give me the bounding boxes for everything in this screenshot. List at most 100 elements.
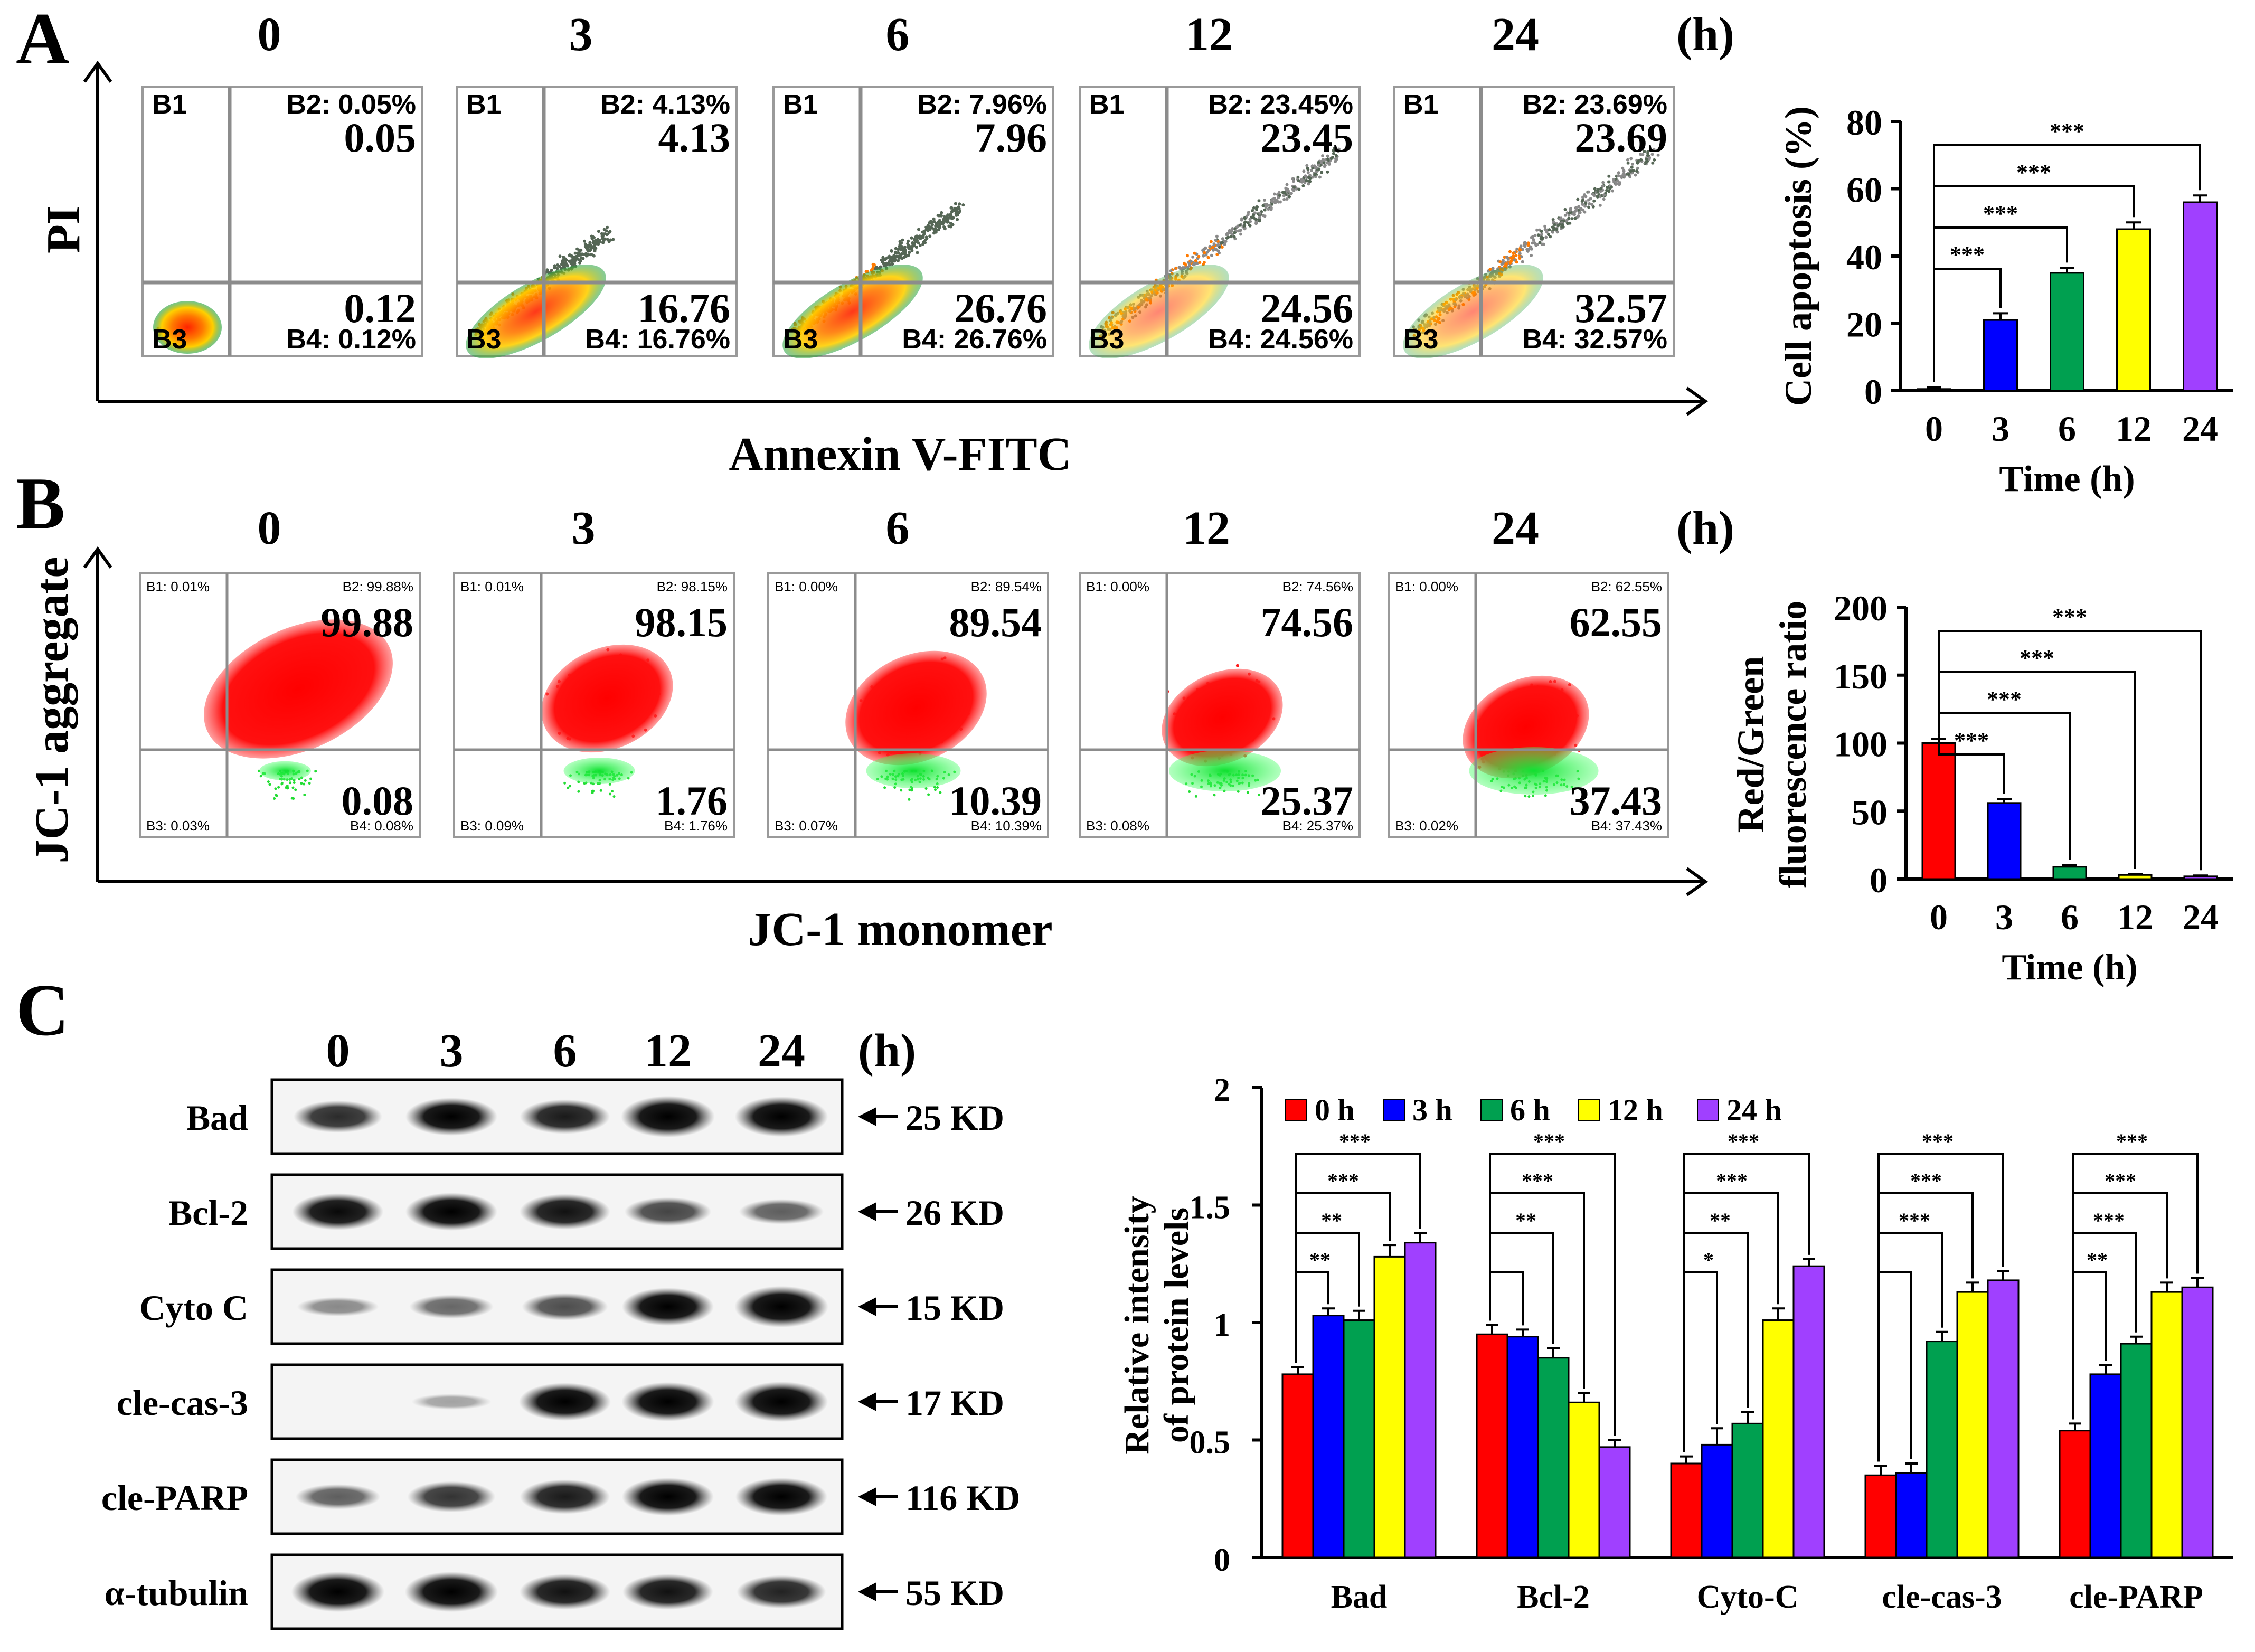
x-tick-label: cle-PARP <box>2069 1579 2203 1615</box>
bar-cle-PARP-24h <box>2181 1286 2214 1559</box>
upper-right-value: 0.05 <box>344 115 417 161</box>
bar-6 <box>2052 866 2087 880</box>
protein-band <box>405 1098 497 1136</box>
event-dot <box>308 782 311 785</box>
event-dot <box>1186 254 1189 258</box>
panel-letter-c: C <box>16 969 69 1051</box>
quadrant-b2-label: B2: 23.69% <box>1522 89 1667 120</box>
event-dot <box>900 244 903 248</box>
red-green-ratio-bar-chart: 0 50 100 150 200 0 3 6 12 24 *** *** *** *** Time (h) R… <box>1730 588 2233 988</box>
event-dot <box>1547 233 1550 237</box>
event-dot <box>1182 261 1186 265</box>
event-dot <box>1335 157 1338 161</box>
annexin-plot-4: B1 B2: 23.69% B3 B4: 32.57% 23.69 32.57 <box>1393 86 1675 358</box>
x-axis-title: Time (h) <box>1999 459 2135 499</box>
protein-band <box>520 1574 610 1610</box>
event-dot <box>950 210 954 214</box>
event-dot <box>1578 211 1582 214</box>
event-dot <box>942 219 946 223</box>
blot-row-2: Cyto C 15 KD <box>139 1268 1004 1345</box>
annexin-plot-0: B1 B2: 0.05% B3 B4: 0.12% 0.05 0.12 <box>141 86 423 357</box>
event-dot <box>1542 242 1545 246</box>
event-dot <box>1235 664 1239 667</box>
event-dot <box>918 234 921 238</box>
event-dot <box>931 223 934 226</box>
panel-b-time-3: 3 <box>572 502 596 554</box>
event-dot <box>1626 161 1630 165</box>
event-dot <box>1230 229 1234 233</box>
event-dot <box>934 228 938 231</box>
event-dot <box>1297 187 1301 191</box>
event-dot <box>916 239 919 242</box>
panel-b-x-label: JC-1 monomer <box>748 903 1052 956</box>
event-dot <box>1540 230 1543 233</box>
panel-a-y-arrow <box>83 60 112 83</box>
event-dot <box>1552 220 1555 224</box>
event-dot <box>277 786 280 789</box>
event-dot <box>1275 198 1278 202</box>
event-dot <box>568 259 571 263</box>
panel-b-y-label: JC-1 aggregate <box>26 557 78 864</box>
monomer-cluster <box>563 758 635 784</box>
event-dot <box>1211 246 1214 249</box>
event-dot <box>1232 235 1236 239</box>
event-dot <box>579 248 583 252</box>
event-dot <box>888 255 892 259</box>
event-dot <box>1283 191 1286 194</box>
event-dot <box>555 267 559 270</box>
event-dot <box>954 209 957 213</box>
x-tick-label: 24 <box>2183 897 2219 937</box>
jc1-plot-2: B1: 0.00% B2: 89.54% B3: 0.07% B4: 10.39% 89… <box>767 572 1049 838</box>
event-dot <box>1648 156 1651 159</box>
event-dot <box>1636 166 1639 170</box>
event-dot <box>1223 239 1226 243</box>
event-dot <box>286 785 289 788</box>
event-dot <box>1525 248 1529 251</box>
event-dot <box>924 235 928 239</box>
event-dot <box>910 789 913 792</box>
blot-size-label: 25 KD <box>905 1098 1004 1138</box>
event-dot <box>897 259 900 262</box>
event-dot <box>1538 241 1542 244</box>
significance-bracket <box>1489 1153 1616 1436</box>
event-dot <box>1221 237 1224 241</box>
event-dot <box>1243 227 1247 231</box>
event-dot <box>573 251 577 255</box>
significance-label: *** <box>1522 1169 1553 1193</box>
event-dot <box>1650 153 1654 156</box>
protein-band <box>622 1478 714 1516</box>
event-dot <box>1177 266 1181 269</box>
event-dot <box>1639 158 1643 162</box>
quadrant-b2-label: B2: 74.56% <box>1282 579 1353 594</box>
event-dot <box>293 781 296 784</box>
panel-c-western-blots: 0 3 6 12 24 (h) Bad 25 KD Bcl-2 26 KD Cyto C… <box>101 1025 1020 1630</box>
lower-right-value: 0.12 <box>344 285 417 331</box>
event-dot <box>1187 262 1191 266</box>
event-dot <box>259 775 262 778</box>
event-dot <box>1291 187 1295 191</box>
blot-protein-label: Bad <box>186 1098 248 1138</box>
bar-cle-PARP-6h <box>2120 1343 2153 1559</box>
lower-right-value: 0.08 <box>342 778 414 824</box>
event-dot <box>1543 224 1547 228</box>
event-dot <box>1530 253 1533 257</box>
protein-band <box>295 1484 381 1509</box>
quadrant-b1-label: B1: 0.00% <box>1086 579 1149 594</box>
upper-right-value: 7.96 <box>975 115 1048 161</box>
panel-c-time-6: 6 <box>553 1025 577 1077</box>
event-dot <box>953 206 957 210</box>
event-dot <box>585 254 588 258</box>
event-dot <box>873 263 876 267</box>
event-dot <box>936 786 939 789</box>
bar-3 <box>1983 319 2018 392</box>
x-axis-title: Time (h) <box>2002 947 2137 988</box>
event-dot <box>601 241 605 244</box>
quadrant-b1-label: B1 <box>783 89 818 120</box>
protein-band <box>409 1295 494 1319</box>
event-dot <box>1326 161 1329 165</box>
event-dot <box>602 228 606 231</box>
event-dot <box>1291 177 1295 181</box>
blot-size-label: 15 KD <box>905 1288 1004 1328</box>
bar-3 <box>1987 802 2022 880</box>
event-dot <box>1611 189 1615 193</box>
